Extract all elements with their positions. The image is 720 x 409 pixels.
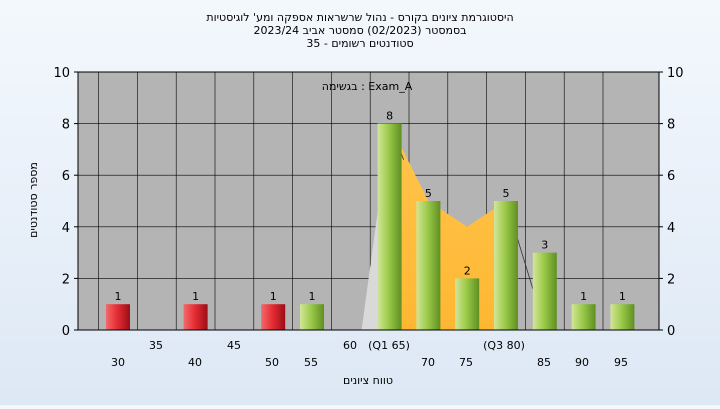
x-tick-label-upper: (Q3 80): [483, 339, 525, 352]
x-tick-label-lower: 40: [188, 356, 202, 369]
bar-value-label-65: 8: [386, 110, 393, 123]
bar-value-label-85: 3: [541, 239, 548, 252]
y-tick-label-right: 10: [667, 66, 684, 81]
bar-value-label-95: 1: [619, 290, 626, 303]
x-tick-label-upper: 45: [227, 339, 241, 352]
x-tick-label-lower: 75: [459, 356, 473, 369]
y-tick-label-right: 2: [667, 272, 675, 287]
y-tick-label-left: 0: [62, 324, 70, 339]
y-tick-label-left: 6: [62, 169, 70, 184]
bar-50: [261, 304, 286, 330]
bar-75: [455, 278, 480, 330]
x-tick-label-lower: 55: [304, 356, 318, 369]
bar-30: [106, 304, 130, 330]
x-tick-label-lower: 95: [614, 356, 628, 369]
chart-title-line-3: סטודנטים רשומים - 35: [306, 37, 413, 50]
y-tick-label-right: 4: [667, 221, 675, 236]
bar-value-label-70: 5: [425, 187, 432, 200]
x-tick-label-lower: 85: [537, 356, 551, 369]
x-axis-label: טווח ציונים: [343, 374, 393, 387]
chart-subtitle: בגשימה : Exam_A: [322, 80, 413, 93]
bar-value-label-40: 1: [192, 290, 199, 303]
bar-value-label-30: 1: [115, 290, 122, 303]
y-tick-label-right: 6: [667, 169, 675, 184]
bar-value-label-50: 1: [270, 290, 277, 303]
bar-70: [416, 201, 441, 330]
y-tick-label-left: 8: [62, 118, 70, 133]
bar-95: [610, 304, 635, 330]
bar-55: [300, 304, 324, 330]
chart-title-line-2: בסמסטר (02/2023) סמסטר אביב 2023/24: [253, 24, 466, 37]
x-tick-label-lower: 70: [421, 356, 435, 369]
y-tick-label-left: 10: [53, 66, 70, 81]
bar-value-label-90: 1: [580, 290, 587, 303]
y-tick-label-right: 8: [667, 118, 675, 133]
x-tick-label-lower: 30: [111, 356, 125, 369]
bar-85: [532, 252, 557, 330]
x-tick-label-upper: 35: [149, 339, 163, 352]
y-tick-label-left: 4: [62, 221, 70, 236]
bar-value-label-55: 1: [309, 290, 316, 303]
bar-40: [183, 304, 208, 330]
x-tick-label-lower: 50: [265, 356, 279, 369]
y-tick-label-left: 2: [62, 272, 70, 287]
y-tick-label-right: 0: [667, 324, 675, 339]
bar-65: [377, 123, 402, 330]
bar-80: [494, 201, 518, 330]
bar-value-label-75: 2: [464, 264, 471, 277]
x-tick-label-lower: 90: [575, 356, 589, 369]
y-axis-label: מספר סטודנטים: [27, 162, 40, 238]
x-tick-label-upper: (Q1 65): [368, 339, 410, 352]
x-tick-label-upper: 60: [343, 339, 357, 352]
chart-title-line-1: היסטוגרמת ציונים בקורס - נהול שרשראות אס…: [206, 11, 513, 24]
plot-frame: [77, 71, 660, 331]
bar-90: [571, 304, 596, 330]
bar-value-label-80: 5: [503, 187, 510, 200]
